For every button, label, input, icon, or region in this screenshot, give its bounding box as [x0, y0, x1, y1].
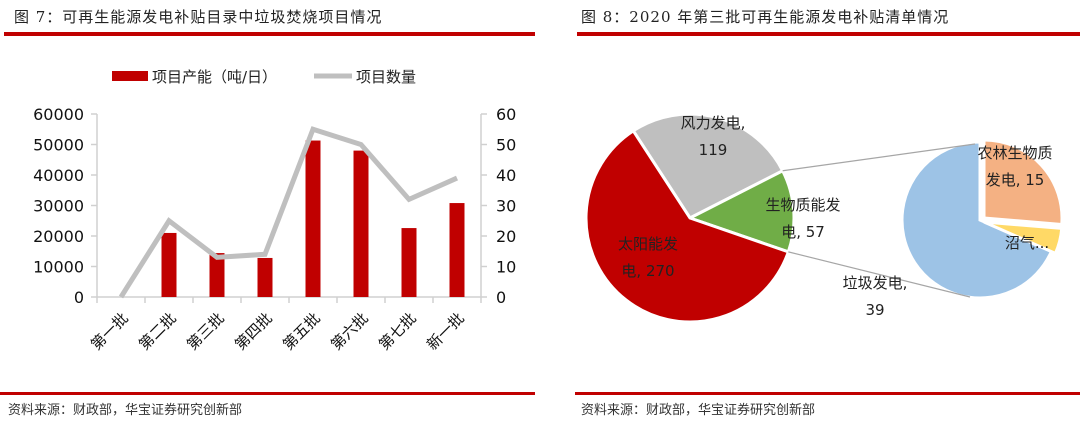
label-solar: 太阳能发电, 270	[618, 235, 678, 280]
bar	[161, 232, 177, 297]
bar-series	[161, 140, 465, 297]
figure-8-title: 图 8：2020 年第三批可再生能源发电补贴清单情况	[581, 8, 950, 26]
title-rule	[4, 32, 535, 36]
footer-rule	[0, 392, 535, 395]
title-rule	[577, 32, 1080, 36]
y-left-tick: 60000	[33, 105, 84, 124]
y-right-tick: 30	[496, 197, 516, 216]
sub-slice-agri	[982, 138, 1064, 227]
bar-line-chart: 项目产能（吨/日） 项目数量 0 10000 20000 30000 40000 50000 6…	[33, 68, 516, 354]
x-category-label: 第六批	[327, 309, 372, 354]
y-right-tick: 20	[496, 227, 516, 246]
figure-7-panel: 图 7：可再生能源发电补贴目录中垃圾焚烧项目情况 项目产能（吨/日） 项目数量 0 1…	[0, 0, 535, 425]
sub-pie	[900, 138, 1064, 300]
y-left-tick: 50000	[33, 136, 84, 155]
x-category-label: 第三批	[183, 309, 228, 354]
y-right-tick: 0	[496, 288, 506, 307]
label-biomass: 生物质能发电, 57	[765, 196, 840, 241]
sub-slice-waste	[900, 140, 1054, 300]
sub-slice-biogas	[983, 220, 1064, 256]
legend-bar-swatch	[112, 71, 148, 81]
figure-8-panel: 图 8：2020 年第三批可再生能源发电补贴清单情况 风力发电, 119 生物质能发…	[565, 0, 1080, 425]
y-right-tick: 40	[496, 166, 516, 185]
y-left-tick: 0	[74, 288, 84, 307]
figure-7-title: 图 7：可再生能源发电补贴目录中垃圾焚烧项目情况	[14, 8, 383, 26]
label-wind: 风力发电, 119	[681, 114, 746, 159]
x-category-label: 第七批	[375, 309, 420, 354]
pie-slice-solar	[584, 128, 791, 324]
y-left-tick: 40000	[33, 166, 84, 185]
chart-legend: 项目产能（吨/日） 项目数量	[112, 68, 416, 86]
legend-bar-label: 项目产能（吨/日）	[152, 68, 277, 86]
bar	[305, 140, 321, 297]
pie-slice-wind	[631, 112, 785, 220]
x-category-label: 第一批	[87, 309, 132, 354]
figure-7-source: 资料来源：财政部，华宝证券研究创新部	[8, 403, 243, 418]
connector-line-top	[782, 143, 976, 172]
main-pie	[584, 112, 796, 324]
label-biogas: 沼气...	[1005, 234, 1049, 252]
y-left-tick: 20000	[33, 227, 84, 246]
bar	[209, 253, 225, 297]
y-left-tick: 10000	[33, 258, 84, 277]
connector-line-bottom	[788, 251, 971, 298]
pie-of-pie-chart: 风力发电, 119 生物质能发电, 57 太阳能发电, 270 农林生物质发电, 15 沼…	[584, 112, 1064, 324]
x-category-label: 第二批	[135, 309, 180, 354]
x-category-label: 新一批	[423, 309, 468, 354]
y-left-tick: 30000	[33, 197, 84, 216]
legend-line-label: 项目数量	[356, 68, 416, 86]
label-waste: 垃圾发电, 39	[843, 274, 908, 319]
y-right-tick: 50	[496, 136, 516, 155]
y-right-tick: 10	[496, 258, 516, 277]
bar	[401, 228, 417, 297]
bar	[449, 203, 465, 297]
y-right-tick: 60	[496, 105, 516, 124]
footer-rule	[575, 392, 1080, 395]
x-category-label: 第五批	[279, 309, 324, 354]
line-series	[118, 126, 459, 299]
label-agri: 农林生物质发电, 15	[977, 144, 1052, 189]
bar	[257, 257, 273, 297]
x-category-label: 第四批	[231, 309, 276, 354]
figure-8-source: 资料来源：财政部，华宝证券研究创新部	[581, 403, 816, 418]
pie-slice-biomass	[686, 168, 796, 254]
bar	[353, 150, 369, 297]
